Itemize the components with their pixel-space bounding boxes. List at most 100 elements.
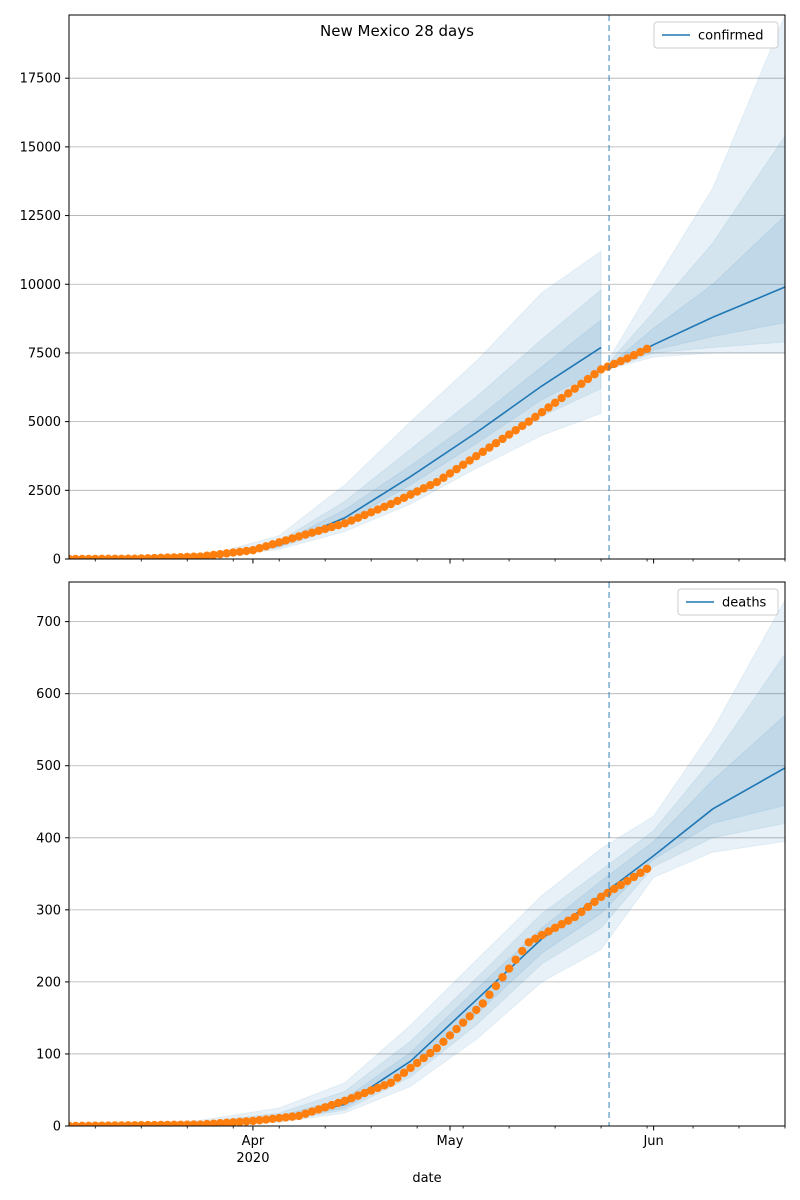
observed-point [281,536,290,545]
observed-point [485,443,494,452]
observed-point [202,551,212,559]
observed-point [176,552,185,559]
x-tick-year-label: 2020 [236,1151,269,1166]
y-tick-label: 300 [36,903,61,918]
observed-point [511,426,520,435]
observed-point [629,351,639,360]
y-tick-label: 400 [36,831,61,846]
observed-point [642,864,652,873]
observed-point [163,1120,172,1126]
observed-point [491,439,501,448]
observed-point [366,508,376,517]
observed-point [307,1107,317,1116]
observed-point [123,554,133,559]
uncertainty-band [607,15,785,371]
y-tick-label: 15000 [20,140,61,155]
observed-point [150,1120,159,1126]
observed-point [511,955,520,964]
observed-point [386,499,396,509]
uncertainty-band [69,250,602,559]
observed-point [472,451,481,461]
observed-point [531,934,540,943]
observed-point [97,554,107,559]
observed-point [524,938,534,947]
legend-box [677,588,779,616]
observed-point [222,1118,231,1126]
observed-point [347,516,356,525]
observed-point [327,522,336,532]
x-axis-label: date [412,1171,441,1186]
observed-point [380,502,389,511]
observed-point [445,1031,455,1040]
observed-point [590,370,599,379]
y-tick-label: 0 [53,553,61,568]
observed-point [84,1121,93,1126]
observed-point [301,1109,310,1118]
observed-point [452,464,461,474]
observed-point [623,354,632,363]
observed-point [222,549,231,558]
observed-point [583,374,593,384]
uncertainty-band [69,598,785,1126]
observed-point [110,554,120,559]
observed-point [577,907,586,917]
observed-point [544,927,553,936]
observed-point [123,1121,133,1126]
observed-point [531,412,540,422]
observed-point [596,892,606,902]
observed-point [261,542,271,551]
legend-box [653,21,779,49]
observed-point [353,513,363,522]
observed-point [189,1120,199,1126]
observed-point [248,1116,258,1126]
observed-point [189,552,199,559]
y-tick-label: 600 [36,687,61,702]
observed-point [623,876,632,886]
observed-point [110,1121,120,1126]
observed-point [340,519,350,528]
observed-point [465,456,474,465]
observed-point [320,524,330,534]
observed-point [320,1103,330,1112]
observed-point [255,544,264,553]
observed-point [504,430,514,439]
observed-point [156,553,166,559]
observed-point [215,549,225,559]
observed-point [393,1073,402,1083]
observed-point [426,1048,435,1058]
observed-point [334,520,343,530]
observed-point [288,1112,297,1121]
observed-point [518,421,527,431]
observed-point [242,546,251,556]
observed-point [340,1096,350,1105]
observed-point [412,1058,422,1068]
y-tick-label: 100 [36,1047,61,1062]
observed-point [426,481,435,490]
observed-point [478,999,488,1008]
observed-point [275,1113,284,1123]
y-tick-label: 17500 [20,72,61,87]
observed-point [636,347,645,357]
observed-point [209,1119,218,1126]
observed-point [104,554,113,559]
observed-point [498,434,507,444]
observed-point [432,477,442,487]
y-tick-label: 7500 [28,346,61,361]
observed-point [472,1005,481,1015]
observed-point [294,532,304,541]
axes-frame [68,14,786,560]
x-tick-label: May [437,1134,464,1149]
observed-point [77,1121,87,1126]
observed-point [169,553,179,559]
observed-point [77,554,87,559]
observed-point [307,528,317,537]
observed-point [97,1121,107,1126]
observed-point [439,473,448,482]
x-tick-label: Jun [642,1134,663,1149]
observed-point [419,484,428,493]
observed-point [314,1105,323,1114]
observed-point [294,1111,304,1121]
observed-point [353,1091,363,1100]
x-axis: Apr 2020 May Jun [236,1134,663,1166]
